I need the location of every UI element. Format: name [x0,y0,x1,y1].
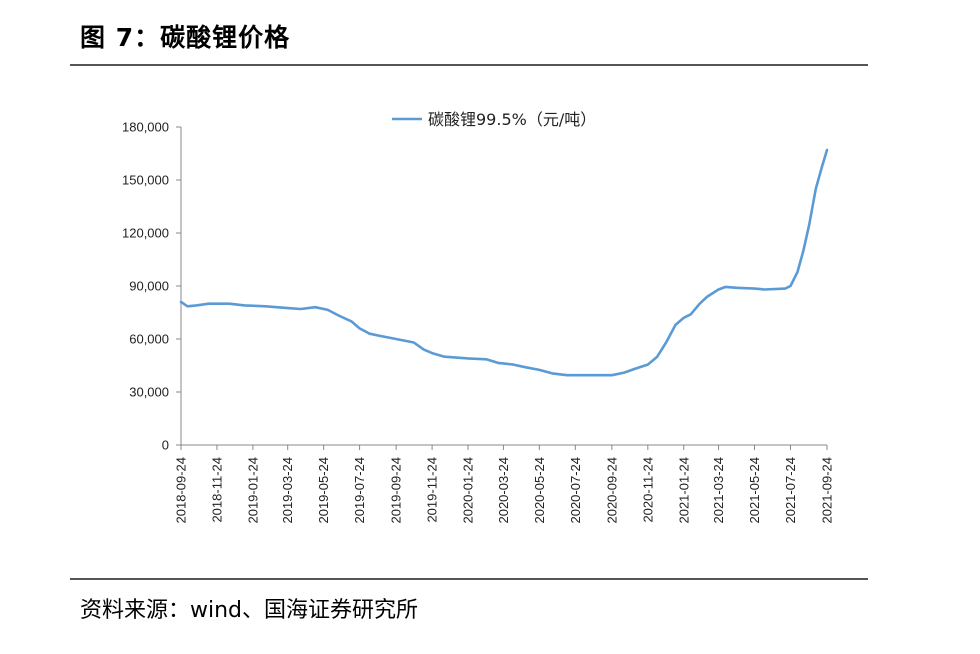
y-tick-label: 0 [162,438,169,453]
x-tick-label: 2018-11-24 [209,457,224,523]
x-tick-label: 2020-07-24 [568,457,583,524]
x-tick-label: 2021-07-24 [783,457,798,524]
legend-label: 碳酸锂99.5%（元/吨） [428,110,596,129]
x-axis: 2018-09-24 2018-11-24 2019-01-24 2019-03-24… [174,444,835,524]
source-note: 资料来源：wind、国海证券研究所 [80,598,419,623]
x-tick-label: 2020-11-24 [640,457,655,523]
x-tick-label: 2021-03-24 [711,457,726,524]
x-tick-label: 2020-03-24 [496,457,511,524]
x-tick-label: 2019-05-24 [316,457,331,524]
y-tick-label: 150,000 [122,173,169,188]
y-tick-label: 60,000 [129,332,169,347]
x-tick-label: 2020-09-24 [604,457,619,524]
x-tick-label: 2018-09-24 [174,457,189,524]
x-tick-label: 2020-01-24 [461,457,476,523]
x-tick-label: 2019-07-24 [352,457,367,524]
bottom-rule [70,578,868,580]
x-tick-label: 2019-03-24 [280,457,295,524]
x-tick-label: 2019-09-24 [389,457,404,524]
x-tick-label: 2019-11-24 [425,457,440,523]
x-tick-label: 2021-05-24 [747,457,762,524]
y-tick-label: 30,000 [129,385,169,400]
y-tick-label: 120,000 [122,226,169,241]
x-tick-label: 2020-05-24 [532,457,547,524]
series-layer [179,148,829,377]
top-rule [70,64,868,66]
figure-title: 图 7：碳酸锂价格 [80,23,291,52]
x-tick-label: 2021-01-24 [676,457,691,524]
y-axis: 0 30,000 60,000 90,000 120,000 150,000 180,000 [122,120,182,453]
x-tick-label: 2021-09-24 [820,457,835,524]
legend: 碳酸锂99.5%（元/吨） [392,110,596,129]
x-tick-label: 2019-01-24 [245,457,260,524]
series-line [179,148,829,377]
y-tick-label: 90,000 [129,279,169,294]
y-tick-label: 180,000 [122,120,169,135]
